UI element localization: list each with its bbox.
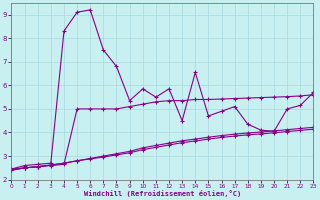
X-axis label: Windchill (Refroidissement éolien,°C): Windchill (Refroidissement éolien,°C) — [84, 190, 241, 197]
